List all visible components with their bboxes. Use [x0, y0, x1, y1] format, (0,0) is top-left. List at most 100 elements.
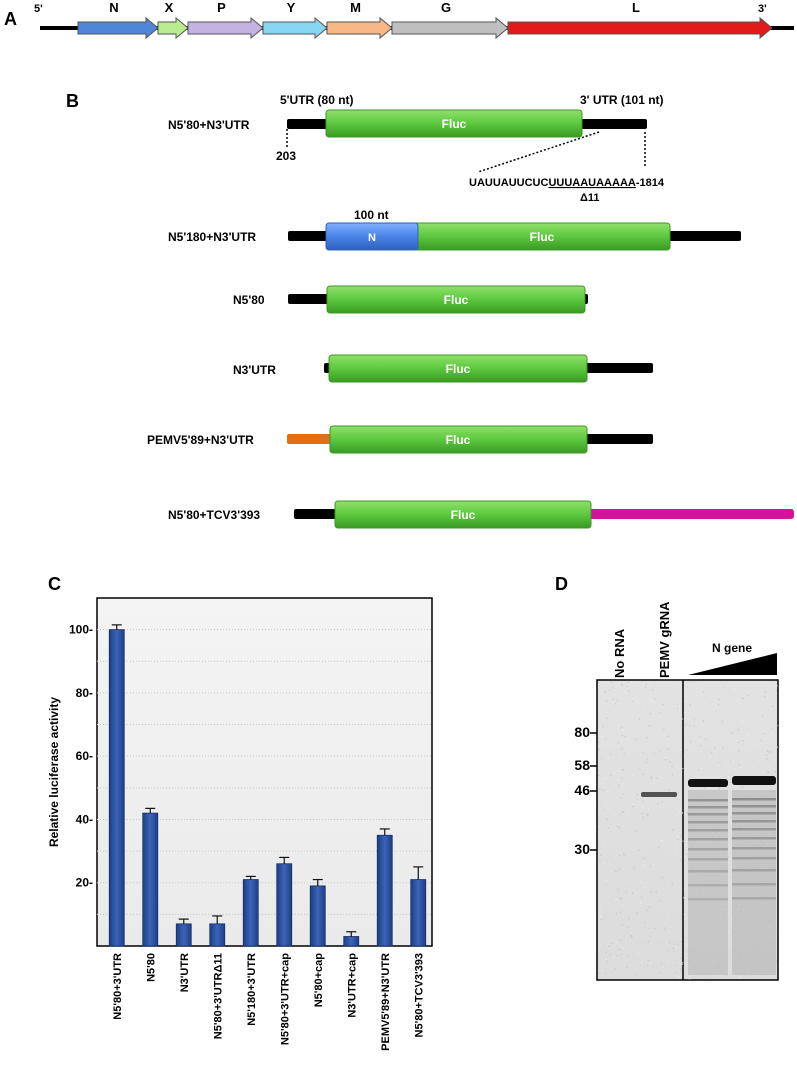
gel-speckle — [626, 725, 628, 727]
gel-speckle — [746, 731, 748, 733]
gel-speckle — [668, 713, 670, 715]
gel-speckle — [614, 835, 616, 837]
construct-name: PEMV5'89+N3'UTR — [147, 433, 254, 447]
gel-speckle — [618, 826, 620, 829]
gel-speckle — [685, 724, 687, 726]
gel-speckle — [657, 689, 659, 691]
gel-speckle — [628, 826, 630, 828]
bar — [309, 885, 326, 947]
construct-name: N3'UTR — [233, 363, 276, 377]
gel-speckle — [615, 913, 617, 915]
gel-speckle — [605, 777, 607, 780]
gel-speckle — [624, 854, 626, 856]
gel-speckle — [599, 906, 601, 908]
gel-speckle — [660, 943, 662, 945]
x-tick-label: N5'180+3'UTR — [246, 953, 258, 1026]
utr5-label: 5'UTR (80 nt) — [280, 93, 354, 107]
gel-speckle — [621, 726, 623, 728]
gel-speckle — [776, 725, 779, 727]
gel-speckle — [621, 748, 623, 750]
x-tick-label: PEMV5'89+N3'UTR — [380, 953, 392, 1051]
gel-speckle — [741, 786, 743, 788]
fluc-box — [325, 109, 583, 138]
gel-speckle — [692, 760, 694, 762]
gel-speckle — [610, 747, 612, 749]
bar — [108, 629, 125, 947]
gel-speckle — [619, 773, 621, 775]
gel-speckle — [613, 772, 615, 774]
gel-speckle — [650, 776, 652, 778]
lane-label-no-rna: No RNA — [612, 628, 627, 678]
gel-speckle — [693, 718, 695, 720]
gel-speckle — [718, 698, 720, 700]
gel-speckle — [632, 774, 634, 776]
gel-speckle — [641, 813, 643, 815]
bar — [343, 936, 360, 947]
gel-speckle — [614, 814, 616, 816]
gel-speckle — [692, 974, 694, 976]
gel-speckle — [764, 695, 766, 698]
gel-speckle — [671, 765, 673, 767]
gel-speckle — [636, 798, 638, 800]
gel-speckle — [649, 935, 651, 937]
gel-speckle — [640, 902, 642, 904]
gel-speckle — [641, 696, 643, 698]
gel-speckle — [602, 970, 604, 972]
gel-speckle — [676, 814, 678, 817]
gel-speckle — [621, 778, 623, 780]
gel-speckle — [625, 891, 627, 893]
gel-speckle — [621, 698, 623, 700]
gel-faint-band — [732, 805, 776, 808]
gel-speckle — [667, 748, 669, 750]
gel-speckle — [679, 707, 681, 709]
gene-label-x: X — [165, 0, 174, 15]
gel-speckle — [635, 830, 637, 832]
gel-speckle — [647, 964, 649, 966]
gel-speckle — [628, 763, 630, 765]
gel-speckle — [655, 891, 657, 893]
gel-speckle — [768, 681, 770, 683]
pos-203-label: 203 — [276, 149, 296, 163]
gel-speckle — [665, 922, 667, 924]
lane-label-pemv-grna: PEMV gRNA — [657, 601, 672, 678]
gel-speckle — [660, 836, 662, 838]
gel-speckle — [600, 854, 602, 856]
gel-speckle — [729, 827, 731, 829]
gel-speckle — [617, 889, 619, 891]
gel-speckle — [619, 869, 621, 871]
gel-speckle — [619, 911, 621, 913]
gel-faint-band — [732, 897, 776, 900]
gel-speckle — [682, 768, 684, 770]
gel-speckle — [644, 852, 646, 854]
bar — [209, 923, 226, 947]
gel-speckle — [696, 716, 698, 718]
gel-speckle — [767, 750, 769, 752]
gel-speckle — [667, 735, 669, 737]
gel-speckle — [615, 967, 617, 969]
gel-speckle — [683, 791, 685, 793]
gel-speckle — [617, 770, 620, 772]
gel-speckle — [730, 781, 732, 783]
gel-speckle — [604, 846, 606, 848]
gel-speckle — [766, 758, 768, 760]
gel-speckle — [611, 682, 613, 684]
panel-label-d: D — [555, 574, 568, 594]
gel-speckle — [642, 725, 644, 727]
gel-speckle — [632, 804, 634, 806]
gel-speckle — [646, 909, 648, 911]
gel-speckle — [759, 724, 761, 726]
gel-speckle — [669, 931, 671, 933]
gel-speckle — [743, 698, 745, 700]
gel-faint-band — [732, 869, 776, 872]
gel-speckle — [639, 769, 641, 771]
gel-speckle — [686, 853, 688, 855]
gel-speckle — [598, 741, 600, 743]
gel-speckle — [619, 897, 621, 899]
chart-gridlines — [97, 629, 432, 915]
gel-faint-band — [732, 828, 776, 831]
gel-speckle — [642, 752, 644, 754]
gel-speckle — [604, 871, 606, 873]
gel-speckle — [644, 886, 646, 888]
gel-speckle — [734, 688, 736, 690]
